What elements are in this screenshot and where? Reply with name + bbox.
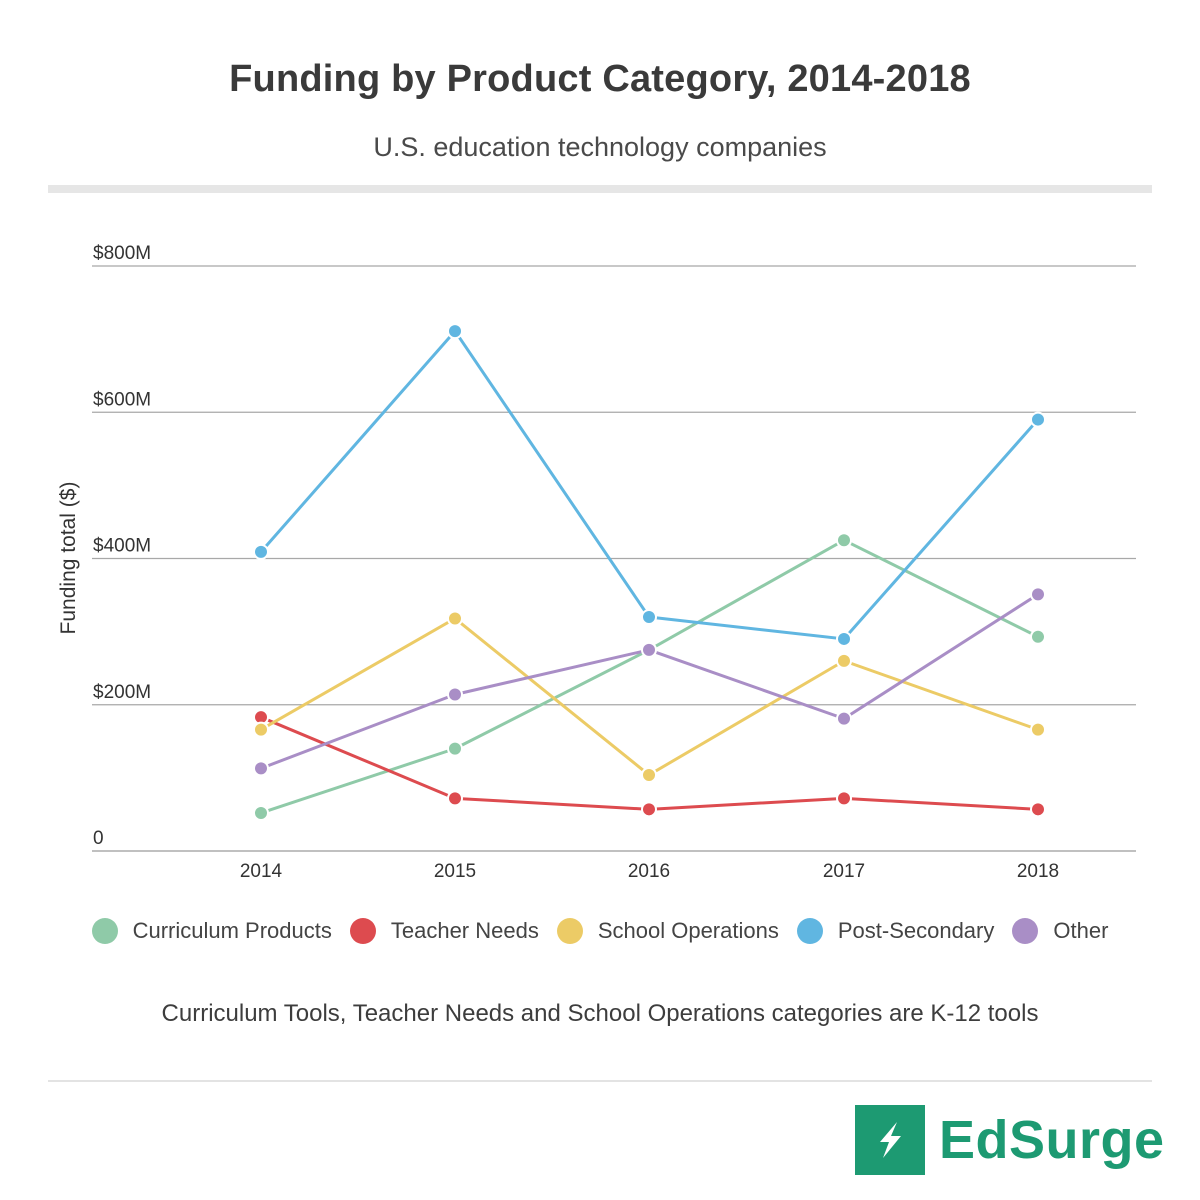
chart-legend: Curriculum Products Teacher Needs School O… [0, 918, 1200, 944]
data-point [447, 323, 463, 340]
data-point [836, 652, 852, 669]
data-point [641, 766, 657, 783]
legend-item: Post-Secondary [796, 918, 995, 944]
chart-subtitle: U.S. education technology companies [373, 132, 827, 162]
data-point [836, 630, 852, 647]
data-point [641, 801, 657, 818]
legend-label: School Operations [597, 918, 779, 943]
legend-item: Curriculum Products [91, 918, 332, 944]
legend-label: Other [1053, 918, 1109, 943]
legend-swatch [796, 918, 823, 944]
data-point [641, 609, 657, 625]
data-point [447, 610, 463, 627]
x-tick-label: 2017 [823, 861, 865, 882]
x-tick-label: 2018 [1017, 861, 1059, 882]
lightning-bolt-icon [855, 1105, 925, 1175]
data-point [253, 804, 269, 821]
legend-swatch [91, 918, 118, 944]
data-point [836, 790, 852, 807]
data-point [641, 641, 657, 658]
data-point [253, 760, 269, 777]
legend-swatch [556, 918, 583, 944]
data-point [1030, 411, 1046, 428]
x-tick-label: 2015 [434, 861, 476, 882]
data-point [447, 686, 463, 703]
chart-title: Funding by Product Category, 2014-2018 [229, 58, 971, 100]
y-tick-label: 0 [93, 828, 104, 849]
y-tick-label: $800M [93, 243, 151, 264]
chart-footnote: Curriculum Tools, Teacher Needs and Scho… [161, 1000, 1039, 1027]
footer-divider [48, 1080, 1152, 1082]
legend-item: School Operations [556, 918, 779, 944]
data-point [1030, 801, 1046, 818]
series-line [259, 715, 1040, 811]
series-line [259, 329, 1040, 641]
x-tick-label: 2016 [628, 861, 670, 882]
data-point [1030, 628, 1046, 645]
data-point [253, 543, 269, 560]
legend-item: Teacher Needs [349, 918, 539, 944]
edsurge-logo: EdSurge [855, 1105, 1165, 1175]
legend-label: Post-Secondary [837, 918, 995, 943]
data-point [447, 740, 463, 757]
y-tick-label: $200M [93, 682, 151, 703]
legend-label: Curriculum Products [132, 918, 332, 943]
x-tick-label: 2014 [240, 861, 283, 882]
legend-item: Other [1012, 918, 1108, 944]
legend-label: Teacher Needs [390, 918, 539, 943]
header-divider [48, 185, 1152, 193]
y-axis-label: Funding total ($) [57, 482, 80, 635]
data-point [253, 721, 269, 738]
data-point [836, 710, 852, 727]
data-point [836, 532, 852, 549]
data-point [1030, 721, 1046, 738]
legend-swatch [1012, 918, 1039, 944]
y-tick-label: $400M [93, 536, 151, 557]
y-tick-label: $600M [93, 389, 151, 410]
legend-swatch [349, 918, 376, 944]
data-point [447, 790, 463, 807]
data-point [1030, 586, 1046, 603]
brand-name: EdSurge [939, 1110, 1165, 1170]
